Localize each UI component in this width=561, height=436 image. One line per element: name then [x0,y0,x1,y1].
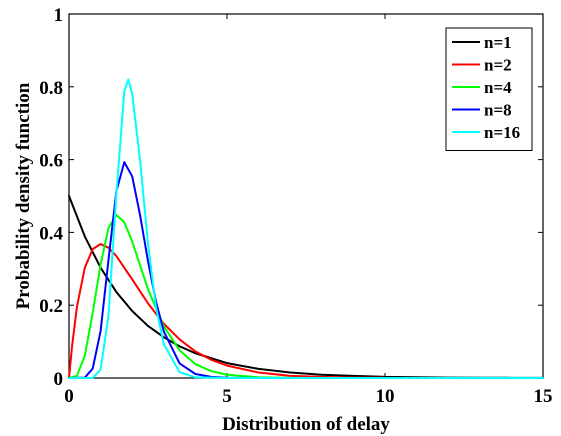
legend-label: n=2 [484,56,512,75]
legend-label: n=4 [484,78,512,97]
series-line-n-16 [68,78,544,379]
y-tick-label: 0.6 [39,151,63,172]
x-axis-label: Distribution of delay [222,414,390,435]
x-tick-label: 5 [222,386,232,407]
legend: n=1 n=2 n=4 n=8 n=16 [445,27,533,151]
legend-label: n=1 [484,33,512,52]
legend-box [445,27,533,151]
y-tick-label: 0.8 [39,78,63,99]
legend-label: n=8 [484,101,512,120]
y-tick-label: 1 [54,5,64,26]
axis-ticks: 0 5 10 15 0 0.2 0.4 0.6 0.8 1 [39,5,552,407]
y-axis-label: Probability density function [13,82,34,309]
x-tick-label: 10 [376,386,395,407]
y-tick-label: 0 [54,369,64,390]
legend-label: n=16 [484,123,520,142]
y-tick-label: 0.4 [39,223,63,244]
x-tick-label: 15 [534,386,553,407]
series-layer [68,78,544,379]
y-tick-label: 0.2 [39,296,63,317]
x-tick-label: 0 [64,386,74,407]
